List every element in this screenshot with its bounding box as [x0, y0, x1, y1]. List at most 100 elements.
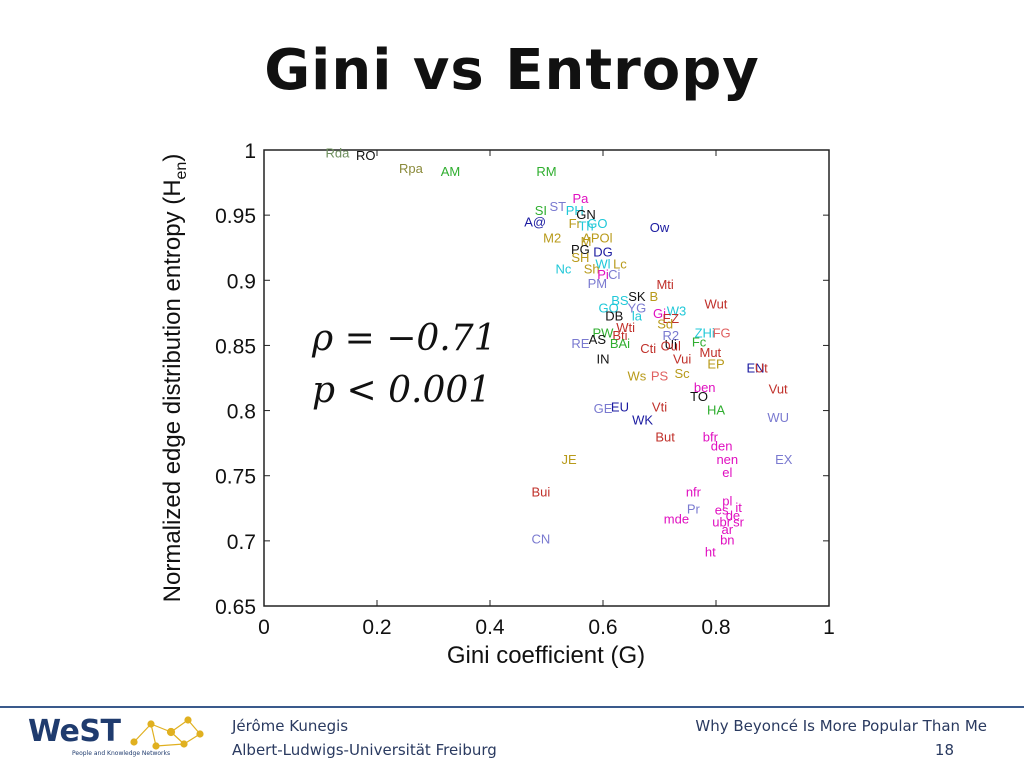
data-point-label: Nc	[556, 262, 572, 277]
x-tick-label: 0.2	[362, 616, 391, 639]
data-point-label: Fc	[692, 335, 707, 350]
data-point-label: RE	[571, 336, 589, 351]
y-tick-label: 0.95	[215, 205, 256, 228]
data-point-label: M2	[543, 230, 561, 245]
data-point-label: But	[655, 430, 675, 445]
data-point-label: YG	[628, 301, 647, 316]
data-point-label: DG	[593, 245, 613, 260]
y-tick-label: 0.8	[227, 401, 256, 424]
data-point-label: es	[715, 503, 729, 518]
data-point-label: Bti	[612, 328, 627, 343]
data-point-label: den	[711, 439, 733, 454]
data-point-label: Wut	[705, 297, 728, 312]
y-tick-label: 0.75	[215, 466, 256, 489]
data-point-label: Wl	[595, 256, 610, 271]
x-tick-label: 1	[823, 616, 835, 639]
data-point-label: PS	[651, 368, 669, 383]
data-point-label: Pr	[687, 501, 701, 516]
data-point-label: APOl	[582, 230, 612, 245]
x-tick-label: 0.4	[475, 616, 505, 639]
footer-talk-title: Why Beyoncé Is More Popular Than Me	[695, 717, 987, 735]
data-point-label: SH	[571, 250, 589, 265]
data-point-label: SI	[535, 203, 547, 218]
data-point-label: EZ	[662, 311, 679, 326]
data-point-label: RO	[356, 148, 376, 163]
data-point-label: B	[650, 289, 659, 304]
data-point-label: FG	[713, 325, 731, 340]
data-point-label: GN	[576, 207, 596, 222]
data-point-label: Wti	[616, 320, 635, 335]
data-point-label: AS	[589, 332, 607, 347]
data-point-label: JE	[562, 452, 578, 467]
data-point-label: Vut	[769, 381, 788, 396]
data-point-label: Pi	[597, 267, 609, 282]
data-point-label: de	[726, 508, 740, 523]
data-point-label: PM	[588, 276, 608, 291]
slide-title: Gini vs Entropy	[264, 38, 760, 103]
y-tick-label: 1	[244, 140, 256, 163]
data-point-label: Ws	[628, 368, 647, 383]
data-point-label: Cti	[640, 341, 656, 356]
x-tick-label: 0.6	[588, 616, 617, 639]
data-point-label: WU	[767, 410, 789, 425]
data-point-label: ben	[694, 380, 716, 395]
data-point-label: Ui	[665, 337, 677, 352]
data-point-label: A@	[524, 215, 546, 230]
data-point-label: M	[581, 234, 592, 249]
x-tick-label: 0.8	[701, 616, 730, 639]
data-point-label: ar	[722, 522, 734, 537]
x-axis-ticks: 0 0.2 0.4 0.6 0.8 1	[258, 150, 835, 639]
data-point-label: la	[632, 308, 643, 323]
data-point-label: EU	[611, 400, 629, 415]
data-point-label: sr	[733, 514, 745, 529]
y-axis-ticks: 0.65 0.7 0.75 0.8 0.85 0.9 0.95 1	[215, 140, 829, 619]
data-point-label: EX	[775, 452, 793, 467]
data-point-label: nfr	[686, 484, 702, 499]
data-point-label: R2	[662, 328, 679, 343]
footer-divider	[0, 706, 1024, 708]
data-point-label: IN	[597, 351, 610, 366]
data-point-label: BS	[611, 293, 629, 308]
scatter-chart: 0 0.2 0.4 0.6 0.8 1 0.65 0.7 0.75 0.8 0.85 0.9 0.95…	[159, 140, 835, 669]
data-point-label: ST	[549, 199, 566, 214]
data-point-label: Rda	[326, 146, 351, 161]
data-point-label: TO	[690, 389, 708, 404]
data-point-label: Ow	[650, 220, 670, 235]
data-point-label: W3	[667, 303, 687, 318]
data-point-label: Sc	[675, 366, 691, 381]
data-point-label: ZHi	[695, 325, 715, 340]
logo-text: WeST	[28, 714, 121, 749]
data-point-label: it	[735, 500, 742, 515]
data-point-label: PH	[566, 203, 584, 218]
west-logo: WeST People and Knowledge Networks	[28, 712, 204, 762]
data-point-label: DB	[605, 308, 623, 323]
x-tick-label: 0	[258, 616, 270, 639]
data-point-label: Vti	[652, 400, 667, 415]
data-point-label: GO	[587, 216, 607, 231]
footer-author: Jérôme Kunegis	[232, 717, 349, 735]
data-point-label: Th	[578, 219, 593, 234]
data-point-label: GE	[594, 401, 613, 416]
stat-rho: ρ = −0.71	[311, 318, 497, 359]
data-point-label: WK	[632, 413, 653, 428]
y-tick-label: 0.9	[227, 270, 256, 293]
data-point-label: bfr	[703, 430, 719, 445]
data-point-label: EN	[747, 361, 765, 376]
data-point-label: AM	[441, 164, 461, 179]
data-point-label: CN	[531, 531, 550, 546]
data-point-label: Pa	[572, 191, 589, 206]
y-tick-label: 0.7	[227, 531, 256, 554]
data-point-label: Gi	[653, 306, 666, 321]
data-point-label: Ut	[755, 361, 768, 376]
data-point-label: ht	[705, 544, 716, 559]
data-point-label: Ci	[608, 267, 620, 282]
data-point-label: Mut	[700, 345, 722, 360]
footer-affiliation: Albert-Ludwigs-Universität Freiburg	[232, 741, 497, 759]
data-point-label: nen	[716, 452, 738, 467]
data-point-label: Sd	[657, 316, 673, 331]
x-axis-label: Gini coefficient (G)	[447, 642, 645, 669]
logo-subtitle: People and Knowledge Networks	[72, 750, 171, 757]
y-tick-label: 0.85	[215, 335, 256, 358]
data-point-label: RM	[536, 164, 556, 179]
